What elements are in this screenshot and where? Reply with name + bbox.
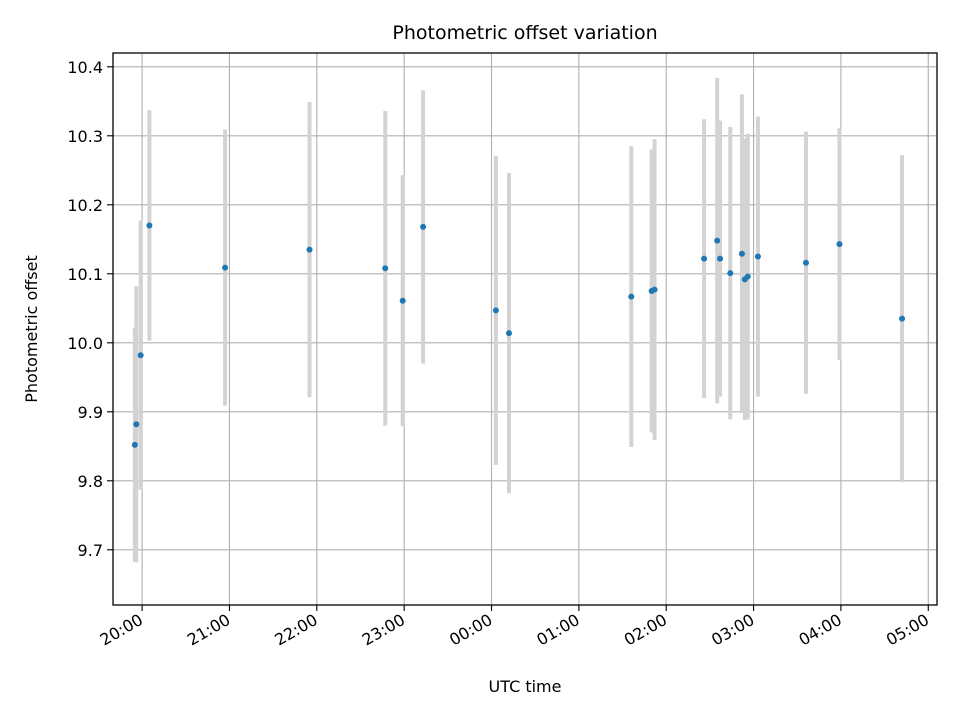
y-tick-label: 9.8: [78, 472, 103, 491]
data-point: [701, 255, 708, 262]
data-point: [222, 264, 229, 271]
data-point: [146, 222, 153, 229]
data-point: [133, 421, 140, 428]
y-tick-label: 10.1: [67, 265, 103, 284]
data-point: [727, 270, 734, 277]
data-point: [131, 441, 138, 448]
data-point: [306, 246, 313, 253]
data-point: [802, 259, 809, 266]
y-axis-label: Photometric offset: [22, 255, 41, 403]
y-axis-ticks: 9.7 9.8 9.9 10.0 10.1 10.2 10.3 10.4: [67, 58, 113, 560]
data-point: [899, 315, 906, 322]
data-points: [131, 222, 906, 448]
data-point: [717, 255, 724, 262]
plot-frame: [112, 52, 938, 606]
x-axis-label: UTC time: [489, 677, 562, 696]
y-tick-label: 10.0: [67, 334, 103, 353]
grid: [113, 53, 937, 605]
data-point: [492, 307, 499, 314]
data-point: [836, 241, 843, 248]
y-tick-label: 9.7: [78, 541, 103, 560]
data-point: [628, 293, 635, 300]
data-point: [744, 273, 751, 280]
data-point: [382, 265, 389, 272]
data-point: [754, 253, 761, 260]
data-point: [738, 250, 745, 257]
y-tick-label: 9.9: [78, 403, 103, 422]
data-point: [420, 223, 427, 230]
y-tick-label: 10.2: [67, 196, 103, 215]
y-tick-label: 10.4: [67, 58, 103, 77]
chart-title: Photometric offset variation: [392, 22, 657, 44]
data-point: [137, 352, 144, 359]
y-tick-label: 10.3: [67, 127, 103, 146]
data-point: [399, 297, 406, 304]
data-point: [505, 330, 512, 337]
data-point: [714, 237, 721, 244]
data-point: [651, 286, 658, 293]
